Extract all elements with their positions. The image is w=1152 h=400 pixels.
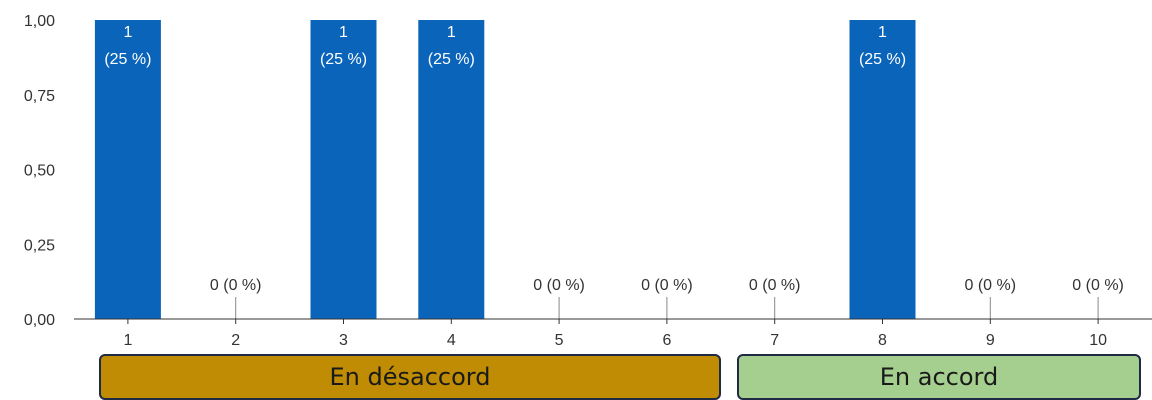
x-tick-label: 3 [339, 332, 348, 349]
x-tick-label: 5 [555, 332, 564, 349]
x-tick-label: 7 [770, 332, 779, 349]
bar-value-label: 0 (0 %) [1072, 277, 1124, 294]
bar-percent-label: (25 %) [859, 51, 906, 68]
bar-value-label: 1 [878, 24, 887, 41]
legend-agree-label: En accord [879, 363, 999, 391]
bar-percent-label: (25 %) [104, 51, 151, 68]
x-tick-label: 8 [878, 332, 887, 349]
bar-value-label: 0 (0 %) [533, 277, 585, 294]
bar-value-label: 1 [447, 24, 456, 41]
bar-value-label: 0 (0 %) [210, 277, 262, 294]
bar-value-label: 1 [339, 24, 348, 41]
x-tick-label: 4 [447, 332, 456, 349]
legend-disagree-box: En désaccord [99, 354, 721, 400]
x-axis: 1 2 3 4 5 6 7 8 9 10 [123, 319, 1107, 349]
x-tick-label: 6 [662, 332, 671, 349]
bar [94, 20, 161, 319]
bar-value-label: 0 (0 %) [641, 277, 693, 294]
y-tick-label: 0,00 [24, 312, 55, 329]
x-tick-label: 9 [986, 332, 995, 349]
x-tick-label: 10 [1089, 332, 1107, 349]
bar [418, 20, 485, 319]
x-tick-label: 1 [123, 332, 132, 349]
y-tick-label: 0,25 [24, 237, 55, 254]
bar [310, 20, 377, 319]
y-tick-label: 1,00 [24, 13, 55, 30]
bar-value-label: 1 [123, 24, 132, 41]
bar-percent-label: (25 %) [428, 51, 475, 68]
bar [849, 20, 916, 319]
legend-disagree-label: En désaccord [329, 363, 491, 391]
y-tick-label: 0,75 [24, 88, 55, 105]
legend-agree-box: En accord [737, 354, 1141, 400]
y-tick-label: 0,50 [24, 163, 55, 180]
y-axis: 0,00 0,25 0,50 0,75 1,00 [24, 13, 55, 329]
bar-value-label: 0 (0 %) [749, 277, 801, 294]
bars: 1 (25 %) 0 (0 %) 1 (25 %) 1 (25 %) 0 (0 %) 0 (0 … [94, 20, 1124, 319]
bar-percent-label: (25 %) [320, 51, 367, 68]
bar-chart: 0,00 0,25 0,50 0,75 1,00 1 (25 %) 0 (0 %) 1 (25 … [24, 13, 1152, 349]
bar-value-label: 0 (0 %) [965, 277, 1017, 294]
x-tick-label: 2 [231, 332, 240, 349]
